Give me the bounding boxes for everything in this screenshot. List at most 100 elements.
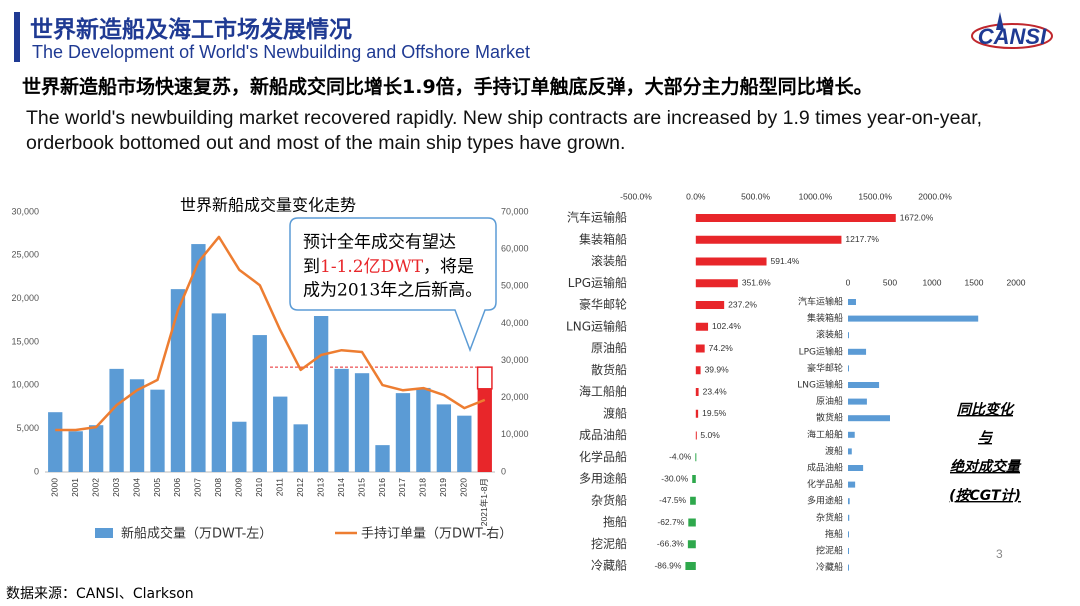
x-tick-label: 2015	[356, 478, 366, 497]
y2-tick-label: 60,000	[501, 244, 529, 254]
annotation-highlight: 1-1.2亿DWT	[320, 257, 424, 277]
y2-tick-label: 50,000	[501, 281, 529, 291]
category-label: 汽车运输船	[798, 296, 843, 308]
x-tick-label: 2019	[438, 478, 448, 497]
value-label: -66.3%	[657, 539, 684, 549]
category-label: 多用途船	[579, 471, 627, 486]
category-label: 集装箱船	[807, 312, 843, 324]
category-label: 滚装船	[816, 329, 843, 341]
page-subtitle: The Development of World's Newbuilding a…	[32, 42, 531, 62]
annotation-line: 到1-1.2亿DWT，将是	[303, 257, 474, 277]
x-tick-label: 2001	[70, 478, 80, 497]
category-label: LNG运输船	[566, 318, 627, 333]
category-label: 集装箱船	[579, 231, 627, 246]
bar	[690, 496, 696, 505]
bar	[848, 514, 850, 521]
headline: 世界新造船市场快速复苏，新船成交同比增长1.9倍，手持订单触底反弹，大部分主力船…	[22, 76, 873, 98]
page-number: 3	[996, 547, 1003, 561]
bar	[695, 409, 699, 418]
bar	[273, 396, 288, 472]
value-label: 74.2%	[709, 343, 734, 353]
y2-tick-label: 70,000	[501, 206, 529, 216]
x-tick-label: 2011	[274, 478, 284, 497]
bar	[695, 301, 725, 309]
legend-label: 新船成交量（万DWT-左）	[121, 526, 272, 542]
value-label: 39.9%	[705, 365, 730, 375]
bar	[685, 562, 696, 570]
title-accent	[14, 12, 20, 62]
bar	[688, 518, 696, 527]
category-label: 散货船	[816, 412, 843, 424]
logo-sail	[996, 12, 1004, 30]
x-tick-label: 2000	[1007, 277, 1026, 287]
bar	[695, 214, 896, 222]
side-note: 绝对成交量	[950, 458, 1022, 475]
y-tick-label: 5,000	[16, 423, 39, 433]
x-tick-label: 2014	[336, 478, 346, 497]
y2-tick-label: 0	[501, 466, 506, 476]
y-tick-label: 10,000	[11, 380, 39, 390]
bar	[848, 299, 856, 305]
x-tick-label: 1500.0%	[858, 191, 892, 201]
y-tick-label: 30,000	[11, 206, 39, 216]
category-label: 拖船	[603, 515, 627, 529]
annotation-line: 预计全年成交有望达	[303, 233, 456, 253]
bar	[848, 348, 867, 355]
category-label: 冷藏船	[816, 561, 843, 573]
x-tick-label: 1500	[965, 277, 984, 287]
y2-tick-label: 40,000	[501, 318, 529, 328]
category-label: 滚装船	[591, 253, 627, 268]
x-tick-label: 1000.0%	[799, 191, 833, 201]
bar	[695, 344, 705, 353]
category-label: 杂货船	[591, 492, 627, 507]
projection-box	[476, 366, 493, 390]
x-tick-label: 2009	[234, 478, 244, 497]
category-label: 杂货船	[816, 511, 843, 523]
bar	[191, 244, 206, 472]
x-tick-label: 2010	[254, 478, 264, 497]
value-label: 5.0%	[700, 430, 720, 440]
category-label: 拖船	[825, 528, 843, 540]
x-tick-label: 1000	[923, 277, 942, 287]
value-label: 19.5%	[702, 408, 727, 418]
bar	[848, 315, 979, 322]
category-label: 冷藏船	[591, 559, 627, 573]
source: 数据来源：CANSI、Clarkson	[6, 586, 194, 602]
legend-swatch	[95, 528, 113, 538]
bar	[848, 365, 849, 372]
bar	[695, 279, 738, 288]
value-label: -4.0%	[669, 452, 692, 462]
bar	[48, 412, 63, 472]
x-tick-label: 500	[883, 277, 897, 287]
x-tick-label: 0.0%	[686, 191, 706, 201]
bar	[695, 388, 699, 396]
category-label: 原油船	[591, 341, 627, 355]
bar	[150, 389, 165, 472]
bar	[375, 445, 390, 472]
value-label: -86.9%	[654, 560, 681, 570]
side-note: (按CGT计)	[949, 487, 1021, 504]
x-tick-label: 2018	[418, 478, 428, 497]
x-tick-label: 2008	[213, 478, 223, 497]
x-tick-label: 2012	[295, 478, 305, 497]
category-label: 挖泥船	[816, 545, 843, 557]
bar	[334, 368, 349, 472]
bar	[109, 368, 124, 472]
x-tick-label: 2000.0%	[918, 191, 952, 201]
value-label: -47.5%	[659, 495, 686, 505]
bar	[695, 257, 767, 266]
x-tick-label: 2007	[193, 478, 203, 497]
bar	[416, 387, 431, 472]
category-label: 海工船舶	[579, 384, 627, 399]
x-tick-label: 2020	[459, 478, 469, 497]
x-tick-label: 2000	[49, 478, 59, 497]
category-label: 汽车运输船	[567, 210, 627, 225]
x-tick-label: 2002	[90, 478, 100, 497]
bar	[436, 404, 452, 472]
y-tick-label: 25,000	[11, 250, 39, 260]
value-label: 351.6%	[742, 278, 771, 288]
value-label: 102.4%	[712, 321, 741, 331]
x-tick-label: 2003	[111, 478, 121, 497]
